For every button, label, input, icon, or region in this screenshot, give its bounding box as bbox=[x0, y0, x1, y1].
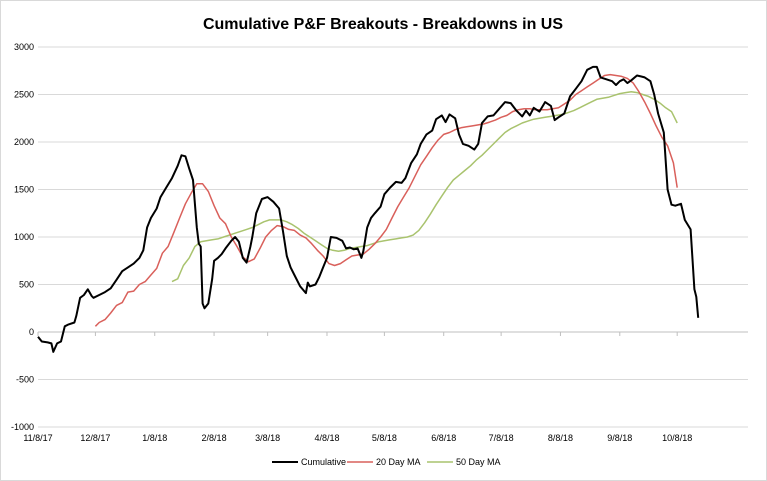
legend-label-20-day-ma: 20 Day MA bbox=[376, 457, 421, 467]
x-tick-label: 10/8/18 bbox=[662, 433, 692, 443]
series-line-20-day-ma bbox=[94, 73, 678, 327]
y-axis: -1000 -500 0 500 1000 1500 2000 2500 3000 bbox=[11, 42, 34, 432]
y-tick-label: 500 bbox=[19, 280, 34, 290]
y-tick-label: 1000 bbox=[14, 232, 34, 242]
x-tick-label: 3/8/18 bbox=[255, 433, 280, 443]
legend-label-cumulative: Cumulative bbox=[301, 457, 346, 467]
x-tick-label: 1/8/18 bbox=[142, 433, 167, 443]
y-tick-label: 2000 bbox=[14, 137, 34, 147]
legend: Cumulative 20 Day MA 50 Day MA bbox=[272, 457, 501, 467]
x-tick-label: 4/8/18 bbox=[314, 433, 339, 443]
x-tick-label: 8/8/18 bbox=[548, 433, 573, 443]
y-tick-label: 1500 bbox=[14, 185, 34, 195]
x-tick-label: 12/8/17 bbox=[80, 433, 110, 443]
y-tick-label: -500 bbox=[16, 375, 34, 385]
y-tick-label: 3000 bbox=[14, 42, 34, 52]
plot-area bbox=[37, 65, 700, 353]
y-tick-label: -1000 bbox=[11, 422, 34, 432]
series-line-50-day-ma bbox=[171, 90, 678, 283]
y-tick-label: 0 bbox=[29, 327, 34, 337]
series-line-cumulative bbox=[37, 65, 700, 353]
x-tick-label: 6/8/18 bbox=[431, 433, 456, 443]
x-tick-label: 7/8/18 bbox=[489, 433, 514, 443]
x-tick-label: 2/8/18 bbox=[202, 433, 227, 443]
chart-title: Cumulative P&F Breakouts - Breakdowns in… bbox=[203, 16, 563, 33]
legend-label-50-day-ma: 50 Day MA bbox=[456, 457, 501, 467]
x-tick-label: 5/8/18 bbox=[372, 433, 397, 443]
x-axis: 11/8/17 12/8/17 1/8/18 2/8/18 3/8/18 4/8/18 5/… bbox=[23, 331, 748, 443]
x-tick-label: 9/8/18 bbox=[607, 433, 632, 443]
gridlines bbox=[38, 46, 748, 428]
x-tick-label: 11/8/17 bbox=[23, 433, 52, 443]
y-tick-label: 2500 bbox=[14, 90, 34, 100]
